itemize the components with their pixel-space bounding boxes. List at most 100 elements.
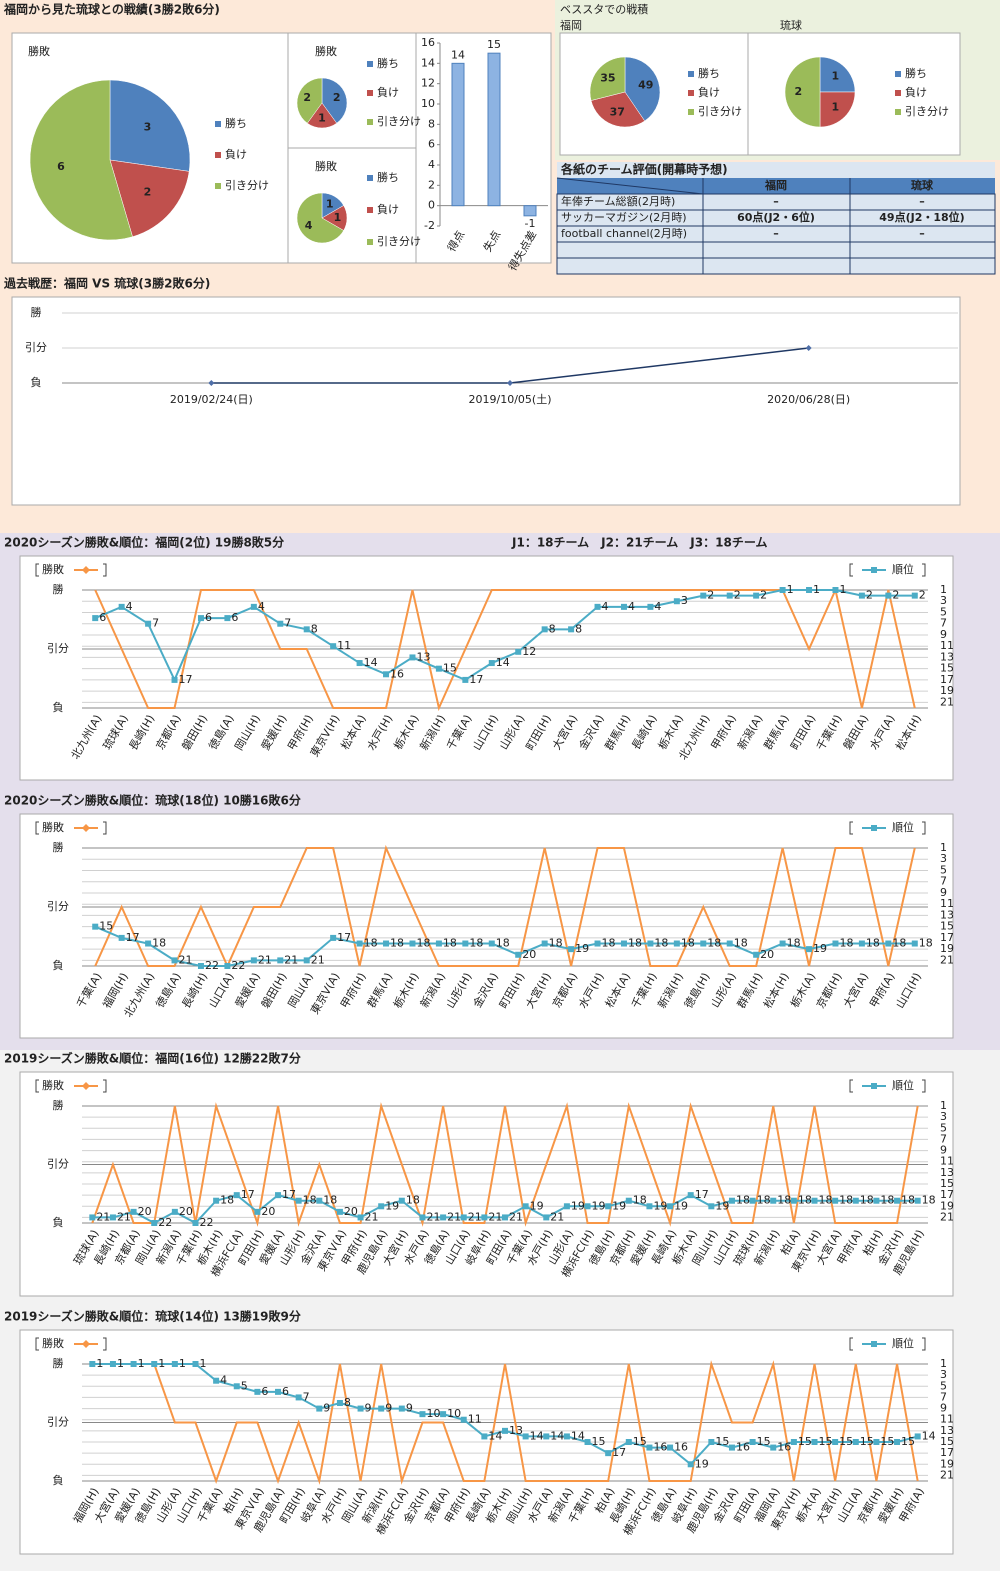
slice-label: 4 (305, 219, 313, 232)
value-label: 18 (654, 937, 668, 950)
point (914, 1197, 921, 1204)
legend-marker (871, 1341, 877, 1347)
legend-bracket (849, 563, 926, 577)
legend-swatch (367, 119, 373, 125)
point (885, 592, 892, 599)
point (330, 643, 337, 650)
legend-marker (871, 1083, 877, 1089)
legend-label: 負け (225, 148, 247, 161)
y2-tick-label: 7 (940, 1390, 947, 1403)
value-label: 18 (681, 937, 695, 950)
value-label: 22 (231, 959, 245, 972)
point (726, 592, 733, 599)
y2-tick-label: 15 (940, 662, 954, 675)
chart-title: 2020シーズン勝敗&順位：福岡(2位) 19勝8敗5分 (4, 535, 284, 550)
value-label: 8 (311, 622, 318, 635)
point (605, 1203, 612, 1210)
chart-title: 2019シーズン勝敗&順位：琉球(14位) 13勝19敗9分 (4, 1309, 301, 1324)
value-label: 22 (158, 1216, 172, 1229)
y-tick-label: 引分 (47, 641, 69, 655)
point (192, 1220, 199, 1226)
slice-label: 1 (326, 198, 334, 211)
y-tick-label: -2 (424, 219, 435, 232)
value-label: 19 (530, 1199, 544, 1212)
point (233, 1383, 240, 1390)
pie-slice (29, 79, 133, 241)
point (873, 1439, 880, 1445)
point (873, 1197, 880, 1204)
value-label: 4 (628, 600, 635, 613)
point (726, 940, 733, 947)
y-tick-label: 引分 (47, 1415, 69, 1429)
value-label: 19 (592, 1199, 606, 1212)
y2-tick-label: 7 (940, 1132, 947, 1145)
legend-label: 引き分け (377, 234, 421, 248)
y-tick-label: 16 (421, 36, 435, 49)
value-label: 17 (241, 1188, 255, 1201)
value-label: 18 (406, 1194, 420, 1207)
legend-marker (82, 566, 90, 574)
value-label: 18 (323, 1194, 337, 1207)
point (151, 1220, 158, 1226)
value-label: 18 (633, 1194, 647, 1207)
chart-title: 過去戦歴：福岡 VS 琉球(3勝2敗6分) (3, 276, 210, 291)
point (398, 1405, 405, 1412)
y-tick-label: 0 (428, 199, 435, 212)
legend-swatch (895, 71, 901, 77)
value-label: 21 (258, 953, 272, 966)
legend-swatch (367, 90, 373, 96)
point (419, 1214, 426, 1221)
y-tick-label: 引分 (47, 899, 69, 913)
y2-tick-label: 19 (940, 942, 954, 955)
value-label: 2 (866, 589, 873, 602)
point (522, 1203, 529, 1210)
table-diagonal (556, 177, 704, 195)
value-label: 21 (117, 1210, 131, 1223)
row-label: サッカーマガジン(2月時) (561, 211, 687, 224)
y2-tick-label: 21 (940, 695, 954, 708)
legend-label: 引き分け (377, 114, 421, 128)
value-label: 18 (892, 937, 906, 950)
value-label: 1 (96, 1357, 103, 1370)
legend-label: 勝ち (698, 66, 720, 80)
value-label: 9 (406, 1402, 413, 1415)
point (541, 940, 548, 947)
pie-slice (296, 77, 323, 124)
point (357, 1405, 364, 1412)
value-label: 19 (674, 1199, 688, 1212)
y2-tick-label: 1 (940, 583, 947, 596)
y2-tick-label: 15 (940, 1177, 954, 1190)
point (806, 946, 813, 953)
cell: – (773, 195, 779, 208)
point (275, 1192, 282, 1199)
value-label: 1 (138, 1357, 145, 1370)
point (488, 660, 495, 667)
value-label: 1 (199, 1357, 206, 1370)
y2-tick-label: 15 (940, 1435, 954, 1448)
y2-tick-label: 9 (940, 628, 947, 641)
value-label: 18 (787, 937, 801, 950)
legend-label: 順位 (892, 1336, 914, 1350)
legend-bracket (35, 1337, 107, 1351)
slice-label: 1 (318, 112, 326, 125)
legend-label: 勝敗 (42, 1078, 64, 1092)
value-label: 17 (179, 673, 193, 686)
value-label: 4 (126, 600, 133, 613)
point (440, 1411, 447, 1418)
y2-tick-label: 11 (940, 897, 954, 910)
y2-tick-label: 11 (940, 1155, 954, 1168)
value-label: 17 (612, 1446, 626, 1459)
bar (487, 52, 501, 207)
y-tick-label: 12 (421, 77, 435, 90)
value-label: 11 (468, 1413, 482, 1426)
point (832, 1439, 839, 1445)
point (336, 1400, 343, 1406)
point (515, 951, 522, 958)
point (303, 957, 310, 964)
point (749, 1439, 756, 1445)
pie-slice (109, 159, 190, 238)
value-label: 18 (416, 937, 430, 950)
y2-tick-label: 1 (940, 1099, 947, 1112)
point (728, 1197, 735, 1204)
point (646, 1444, 653, 1451)
